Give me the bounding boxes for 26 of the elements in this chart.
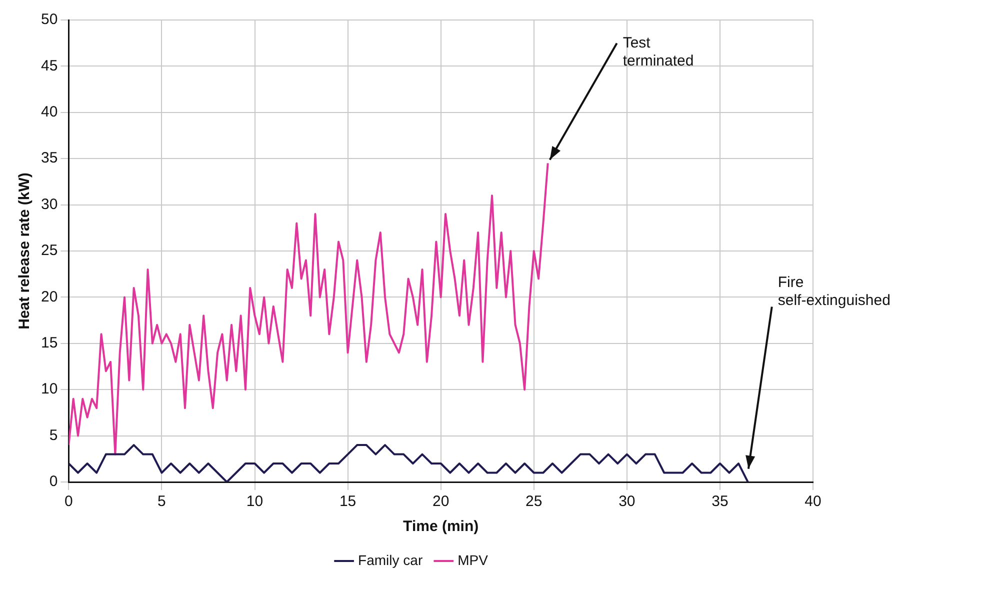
y-axis-title: Heat release rate (kW) — [16, 172, 34, 330]
legend-label: Family car — [358, 552, 423, 568]
y-tick-label: 0 — [49, 473, 58, 490]
y-tick-label: 10 — [40, 380, 58, 398]
y-tick-label: 35 — [40, 150, 58, 167]
y-tick-label: 45 — [40, 57, 58, 74]
x-tick-label: 5 — [158, 493, 166, 510]
annotation: Test terminated — [622, 34, 694, 70]
annotation: Fire self-extinguished — [778, 274, 890, 309]
y-tick-label: 30 — [40, 196, 58, 213]
y-tick-label: 5 — [49, 426, 58, 444]
y-tick-label: 25 — [40, 242, 58, 260]
x-tick-label: 0 — [64, 493, 73, 510]
x-tick-label: 20 — [432, 493, 450, 510]
x-tick-label: 15 — [339, 493, 356, 510]
x-tick-label: 10 — [246, 493, 264, 510]
x-tick-label: 35 — [712, 493, 728, 510]
x-tick-label: 25 — [526, 493, 542, 510]
x-tick-label: 30 — [618, 493, 636, 510]
legend-label: MPV — [458, 552, 489, 568]
y-tick-label: 40 — [40, 104, 58, 121]
x-axis-title: Time (min) — [403, 518, 479, 536]
y-tick-label: 15 — [40, 334, 58, 352]
y-tick-label: 50 — [40, 11, 58, 28]
y-tick-label: 20 — [40, 288, 58, 306]
x-tick-label: 40 — [804, 493, 822, 510]
